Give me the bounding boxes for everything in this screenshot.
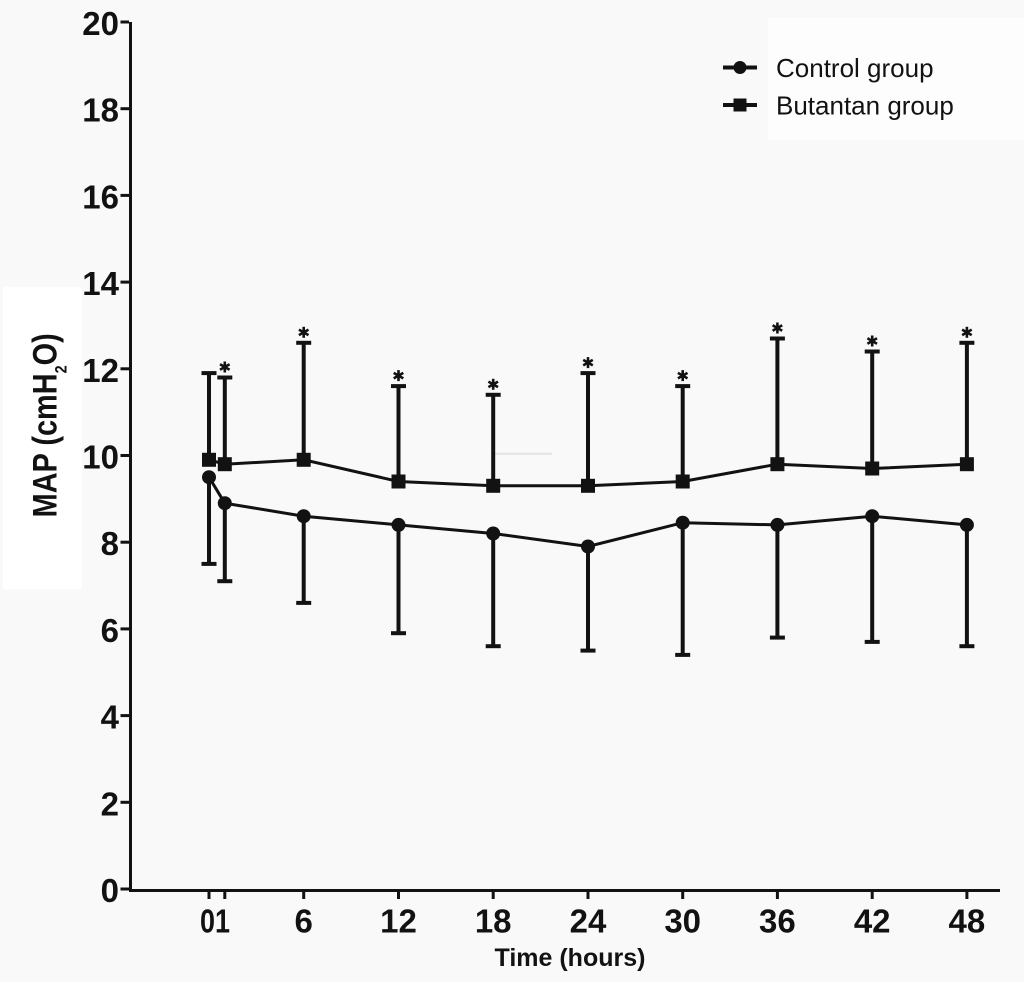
svg-text:Control group: Control group [776, 53, 934, 83]
svg-text:16: 16 [82, 178, 119, 215]
svg-text:0: 0 [101, 872, 119, 909]
svg-text:01: 01 [200, 903, 230, 940]
svg-text:24: 24 [570, 903, 607, 940]
svg-text:4: 4 [101, 699, 120, 736]
svg-text:10: 10 [82, 439, 119, 476]
svg-text:30: 30 [664, 903, 701, 940]
svg-text:12: 12 [82, 352, 119, 389]
svg-text:2: 2 [101, 785, 119, 822]
svg-text:14: 14 [82, 265, 119, 302]
svg-text:8: 8 [101, 525, 119, 562]
svg-text:18: 18 [82, 92, 119, 129]
svg-text:6: 6 [295, 903, 313, 940]
svg-text:20: 20 [82, 5, 119, 42]
svg-text:18: 18 [475, 903, 512, 940]
svg-text:Time (hours): Time (hours) [495, 944, 646, 972]
svg-text:Butantan group: Butantan group [776, 91, 954, 121]
svg-text:6: 6 [101, 612, 119, 649]
svg-text:36: 36 [759, 903, 796, 940]
svg-text:12: 12 [380, 903, 417, 940]
svg-text:MAP (cmH2O): MAP (cmH2O) [25, 333, 71, 517]
svg-text:48: 48 [949, 903, 986, 940]
svg-text:42: 42 [854, 903, 891, 940]
